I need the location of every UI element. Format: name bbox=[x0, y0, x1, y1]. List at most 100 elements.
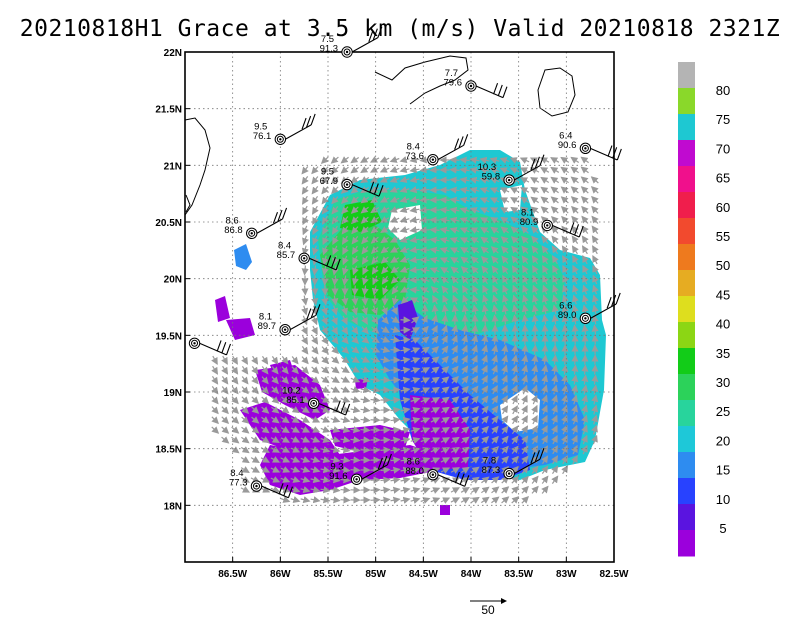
station-marker: 9.567.9 bbox=[320, 167, 384, 197]
station-value-bottom: 89.0 bbox=[558, 310, 577, 321]
station-value-bottom: 89.7 bbox=[258, 321, 277, 332]
station-value-top: 7.8 bbox=[483, 456, 496, 467]
station-value-bottom: 85.1 bbox=[286, 395, 305, 406]
station-value-top: 9.3 bbox=[330, 461, 343, 472]
station-marker: 8.473.6 bbox=[405, 134, 469, 166]
station-value-top: 6.6 bbox=[559, 300, 572, 311]
station-value-bottom: 91.6 bbox=[329, 471, 348, 482]
figure-title: 20210818H1 Grace at 3.5 km (m/s) Valid 2… bbox=[19, 16, 781, 42]
station-value-bottom: 79.6 bbox=[444, 78, 463, 89]
station-value-bottom: 67.9 bbox=[320, 176, 339, 187]
station-marker: 8.688.0 bbox=[405, 457, 470, 487]
station-value-top: 10.2 bbox=[282, 385, 301, 396]
colorbar-swatch bbox=[678, 296, 695, 323]
colorbar-swatch bbox=[678, 322, 695, 349]
station-value-top: 7.7 bbox=[445, 68, 458, 79]
station-marker: 6.490.6 bbox=[558, 130, 622, 161]
station-value-top: 8.1 bbox=[259, 312, 272, 323]
colorbar-swatch bbox=[678, 348, 695, 375]
colorbar-swatch bbox=[678, 374, 695, 401]
lat-tick-label: 20N bbox=[164, 275, 182, 286]
colorbar-swatch bbox=[678, 400, 695, 427]
station-value-top: 7.5 bbox=[321, 34, 334, 45]
station-value-bottom: 88.0 bbox=[405, 466, 424, 477]
station-marker: 7.591.3 bbox=[320, 26, 383, 58]
lat-tick-label: 19N bbox=[164, 388, 182, 399]
station-value-top: 8.4 bbox=[230, 468, 243, 479]
station-value-bottom: 87.3 bbox=[482, 465, 501, 476]
station-marker: 8.686.8 bbox=[224, 207, 288, 240]
station-value-bottom: 73.6 bbox=[405, 151, 424, 162]
lat-tick-label: 21.5N bbox=[155, 105, 182, 116]
lon-tick-label: 85W bbox=[365, 569, 386, 580]
lat-tick-label: 22N bbox=[164, 48, 182, 59]
station-marker: 8.180.9 bbox=[520, 207, 584, 238]
lon-tick-label: 82.5W bbox=[600, 569, 629, 580]
colorbar-swatch bbox=[678, 244, 695, 271]
station-value-top: 8.6 bbox=[226, 215, 239, 226]
station-value-top: 8.4 bbox=[278, 240, 291, 251]
colorbar-swatch bbox=[678, 140, 695, 167]
colorbar-label: 25 bbox=[716, 404, 730, 419]
station-value-top: 6.4 bbox=[559, 130, 572, 141]
colorbar-swatch bbox=[678, 530, 695, 557]
station-value-top: 10.3 bbox=[478, 162, 497, 173]
lat-tick-label: 19.5N bbox=[155, 331, 182, 342]
lon-tick-label: 86W bbox=[270, 569, 291, 580]
colorbar-label: 15 bbox=[716, 463, 730, 478]
map-axes: 86.5W 86W 85.5W 85W 84.5W 84W 83.5W 83W 82.5W 18N… bbox=[155, 48, 629, 580]
station-marker: 10.285.1 bbox=[282, 385, 351, 416]
colorbar-label: 70 bbox=[716, 141, 730, 156]
colorbar-label: 45 bbox=[716, 287, 730, 302]
station-marker: 7.887.3 bbox=[482, 448, 545, 480]
station-value-bottom: 90.6 bbox=[558, 140, 577, 151]
colorbar-label: 65 bbox=[716, 171, 730, 186]
station-value-bottom: 85.7 bbox=[277, 250, 296, 261]
station-value-bottom: 80.9 bbox=[520, 217, 539, 228]
station-value-bottom: 76.1 bbox=[253, 131, 272, 142]
colorbar-label: 55 bbox=[716, 229, 730, 244]
field-island-blue bbox=[234, 244, 252, 270]
lon-tick-label: 83W bbox=[556, 569, 577, 580]
colorbar: 5 10 15 20 25 30 35 40 45 50 55 60 65 70 75 80 bbox=[678, 62, 730, 557]
colorbar-swatch bbox=[678, 478, 695, 505]
station-marker: 7.779.6 bbox=[444, 68, 508, 99]
colorbar-swatch bbox=[678, 192, 695, 219]
dropsonde-stations: 7.591.37.779.69.576.1 6.490.68.473.69.567… bbox=[188, 26, 622, 499]
colorbar-label: 5 bbox=[719, 521, 726, 536]
station-value-bottom: 86.8 bbox=[224, 225, 243, 236]
station-value-top: 8.6 bbox=[407, 457, 420, 468]
station-value-bottom: 91.3 bbox=[320, 44, 339, 55]
colorbar-swatch bbox=[678, 426, 695, 453]
lon-tick-label: 84.5W bbox=[409, 569, 438, 580]
colorbar-label: 40 bbox=[716, 317, 730, 332]
station-value-bottom: 59.8 bbox=[482, 172, 501, 183]
colorbar-swatch bbox=[678, 166, 695, 193]
colorbar-swatch bbox=[678, 504, 695, 531]
lon-tick-label: 83.5W bbox=[504, 569, 533, 580]
station-marker bbox=[188, 337, 231, 356]
coastline bbox=[184, 55, 576, 216]
colorbar-label: 80 bbox=[716, 83, 730, 98]
station-value-bottom: 77.3 bbox=[229, 478, 248, 489]
colorbar-swatch bbox=[678, 218, 695, 245]
colorbar-label: 20 bbox=[716, 433, 730, 448]
station-marker: 8.189.7 bbox=[258, 304, 321, 336]
station-marker: 10.359.8 bbox=[478, 154, 545, 186]
lon-tick-label: 86.5W bbox=[218, 569, 247, 580]
colorbar-swatch bbox=[678, 114, 695, 141]
colorbar-swatch bbox=[678, 270, 695, 297]
colorbar-label: 10 bbox=[716, 492, 730, 507]
colorbar-swatch bbox=[678, 452, 695, 479]
station-marker: 8.485.7 bbox=[277, 240, 341, 271]
colorbar-label: 60 bbox=[716, 200, 730, 215]
vector-scale-label: 50 bbox=[481, 603, 495, 617]
lat-tick-label: 18N bbox=[164, 501, 182, 512]
station-value-top: 9.5 bbox=[254, 121, 267, 132]
colorbar-swatch bbox=[678, 88, 695, 115]
lon-tick-label: 85.5W bbox=[314, 569, 343, 580]
colorbar-label: 30 bbox=[716, 375, 730, 390]
map-frame bbox=[184, 51, 615, 563]
station-value-top: 8.4 bbox=[407, 142, 420, 153]
lon-tick-label: 84W bbox=[461, 569, 482, 580]
